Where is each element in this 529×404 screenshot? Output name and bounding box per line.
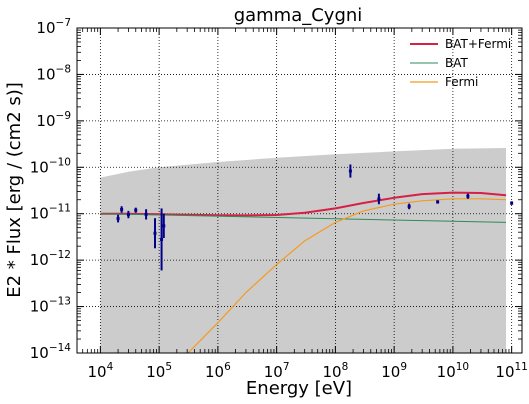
data-point [407, 203, 411, 210]
y-tick-label: 10−12 [30, 249, 71, 269]
y-tick-label: 10−8 [36, 63, 71, 83]
data-point [116, 214, 120, 223]
data-point-marker [436, 200, 440, 204]
data-point-marker [377, 197, 381, 201]
y-tick-label: 10−14 [30, 342, 72, 362]
series-line-fermi [187, 198, 507, 353]
data-point [126, 210, 130, 219]
data-point [144, 209, 148, 220]
legend-label: BAT+Fermi [445, 37, 511, 51]
legend-item: Fermi [410, 75, 478, 89]
legend-item: BAT [410, 56, 469, 70]
uncertainty-band [100, 148, 507, 353]
legend-item: BAT+Fermi [410, 37, 511, 51]
x-tick-label: 108 [323, 361, 349, 381]
data-point [153, 218, 157, 249]
y-tick-label: 10−10 [30, 156, 71, 176]
x-tick-label: 1010 [437, 361, 469, 381]
x-tick-label: 106 [205, 361, 231, 381]
data-point [162, 213, 166, 238]
legend-label: Fermi [445, 75, 478, 89]
x-axis-title: Energy [eV] [246, 378, 352, 399]
data-point-marker [144, 212, 148, 216]
data-point-marker [160, 237, 164, 241]
data-point-marker [510, 201, 514, 205]
data-point-marker [120, 207, 124, 211]
series-line-bat-fermi [100, 191, 507, 217]
series-layer [100, 191, 507, 353]
legend: BAT+Fermi BAT Fermi [410, 37, 511, 89]
y-tick-label: 10−7 [36, 17, 71, 37]
data-point [120, 206, 124, 213]
data-point [377, 193, 381, 205]
y-axis-title: E2 * Flux [erg / (cm2 s)] [4, 82, 25, 298]
plot-frame [76, 27, 523, 354]
x-tick-label: 105 [146, 361, 172, 381]
data-point-marker [126, 213, 130, 217]
data-point-marker [134, 208, 138, 212]
y-tick-label: 10−13 [30, 296, 71, 316]
data-point-marker [116, 217, 120, 221]
data-points-layer [116, 164, 514, 271]
data-point [466, 193, 470, 199]
legend-label: BAT [445, 56, 469, 70]
x-tick-label: 104 [87, 361, 113, 381]
data-point [436, 200, 440, 204]
x-tick-label: 1011 [495, 361, 527, 381]
y-tick-label: 10−11 [30, 203, 71, 223]
chart-title: gamma_Cygni [234, 5, 363, 26]
ticks-layer: 104 105 106 107 108 109 1010 1011 10−14 10−13 10−1… [30, 17, 528, 381]
series-line-bat [100, 213, 507, 223]
data-point [160, 208, 164, 271]
data-point [134, 207, 138, 213]
data-point-marker [348, 169, 352, 173]
data-point-marker [466, 194, 470, 198]
x-tick-label: 107 [264, 361, 290, 381]
data-point-marker [153, 231, 157, 235]
x-tick-label: 109 [381, 361, 407, 381]
data-point [348, 164, 352, 178]
data-point-marker [162, 224, 166, 228]
uncertainty-band-layer [100, 148, 507, 353]
y-tick-label: 10−9 [36, 110, 71, 130]
data-point [510, 201, 514, 205]
data-point-marker [407, 204, 411, 208]
